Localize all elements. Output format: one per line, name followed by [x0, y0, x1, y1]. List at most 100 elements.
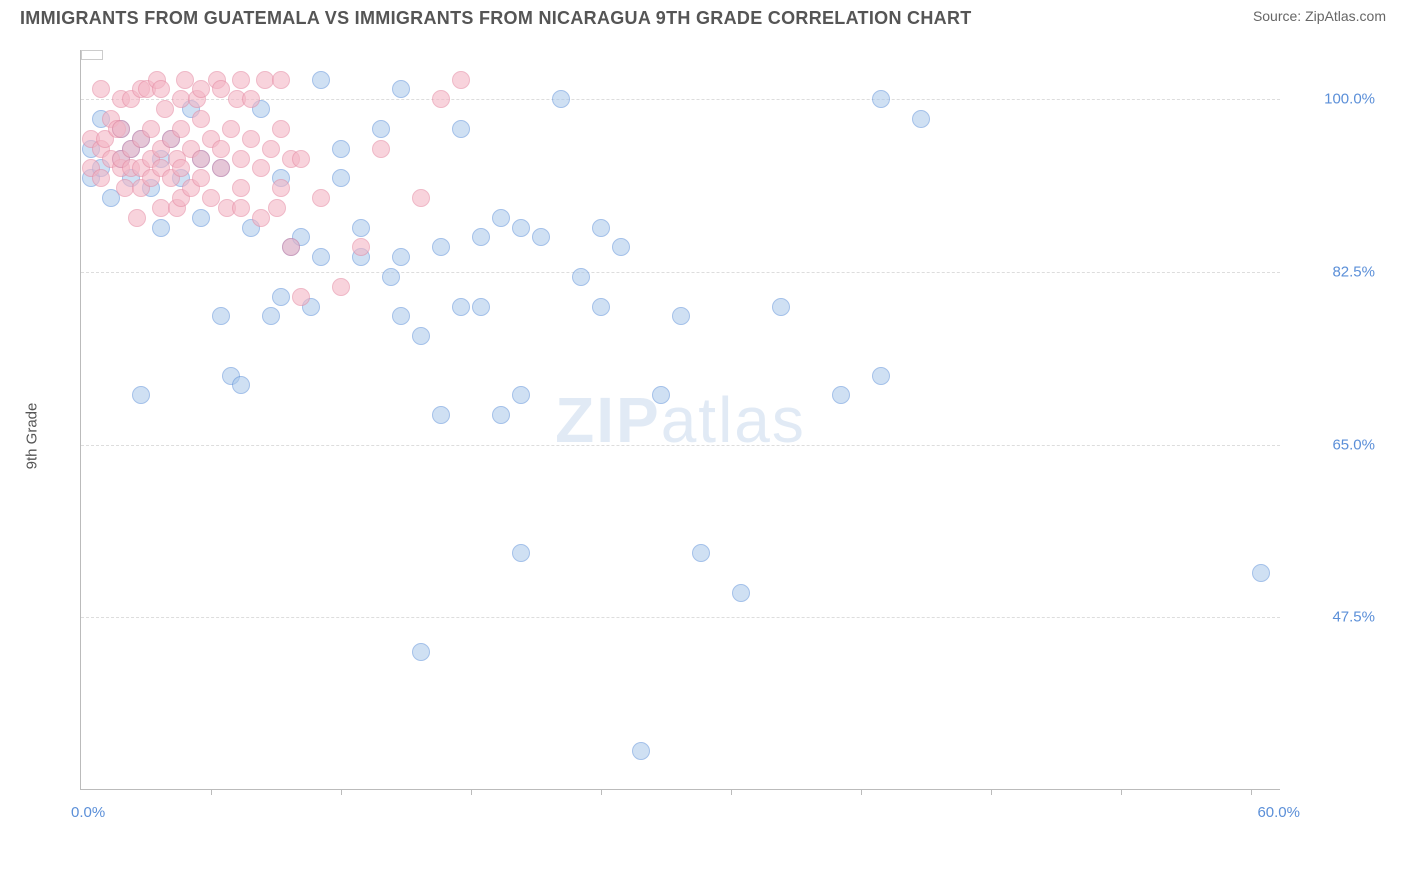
y-tick-label: 65.0% — [1290, 436, 1375, 453]
data-point — [192, 209, 210, 227]
data-point — [292, 150, 310, 168]
y-tick-label: 82.5% — [1290, 264, 1375, 281]
data-point — [242, 90, 260, 108]
data-point — [202, 189, 220, 207]
data-point — [1252, 564, 1270, 582]
source-attribution: Source: ZipAtlas.com — [1253, 8, 1386, 24]
data-point — [352, 219, 370, 237]
y-axis-label: 9th Grade — [24, 403, 41, 470]
data-point — [612, 238, 630, 256]
gridline — [81, 617, 1280, 618]
data-point — [176, 71, 194, 89]
data-point — [192, 169, 210, 187]
gridline — [81, 272, 1280, 273]
data-point — [92, 169, 110, 187]
data-point — [272, 288, 290, 306]
data-point — [172, 159, 190, 177]
data-point — [452, 120, 470, 138]
data-point — [312, 71, 330, 89]
data-point — [692, 544, 710, 562]
data-point — [392, 307, 410, 325]
x-tick — [1251, 789, 1252, 795]
data-point — [262, 140, 280, 158]
data-point — [452, 71, 470, 89]
data-point — [472, 298, 490, 316]
data-point — [222, 120, 240, 138]
data-point — [242, 130, 260, 148]
data-point — [232, 376, 250, 394]
data-point — [512, 386, 530, 404]
data-point — [262, 307, 280, 325]
data-point — [212, 307, 230, 325]
data-point — [492, 209, 510, 227]
data-point — [232, 199, 250, 217]
chart-title: IMMIGRANTS FROM GUATEMALA VS IMMIGRANTS … — [20, 8, 972, 29]
data-point — [112, 120, 130, 138]
data-point — [372, 140, 390, 158]
data-point — [192, 110, 210, 128]
data-point — [912, 110, 930, 128]
data-point — [272, 179, 290, 197]
data-point — [132, 386, 150, 404]
data-point — [252, 209, 270, 227]
data-point — [512, 544, 530, 562]
y-tick-label: 47.5% — [1290, 609, 1375, 626]
data-point — [472, 228, 490, 246]
data-point — [332, 140, 350, 158]
data-point — [592, 298, 610, 316]
data-point — [412, 327, 430, 345]
data-point — [352, 238, 370, 256]
data-point — [632, 742, 650, 760]
x-tick — [991, 789, 992, 795]
x-tick — [211, 789, 212, 795]
data-point — [312, 189, 330, 207]
data-point — [232, 179, 250, 197]
x-max-label: 60.0% — [1257, 804, 1300, 821]
data-point — [332, 278, 350, 296]
data-point — [412, 189, 430, 207]
x-min-label: 0.0% — [71, 804, 105, 821]
data-point — [432, 406, 450, 424]
x-tick — [601, 789, 602, 795]
data-point — [492, 406, 510, 424]
data-point — [652, 386, 670, 404]
x-tick — [731, 789, 732, 795]
x-tick — [471, 789, 472, 795]
x-tick — [861, 789, 862, 795]
data-point — [772, 298, 790, 316]
data-point — [672, 307, 690, 325]
data-point — [192, 150, 210, 168]
data-point — [532, 228, 550, 246]
data-point — [312, 248, 330, 266]
data-point — [252, 159, 270, 177]
data-point — [212, 159, 230, 177]
data-point — [872, 367, 890, 385]
data-point — [156, 100, 174, 118]
data-point — [172, 120, 190, 138]
data-point — [332, 169, 350, 187]
data-point — [272, 120, 290, 138]
stats-legend — [81, 50, 103, 60]
data-point — [268, 199, 286, 217]
data-point — [232, 150, 250, 168]
data-point — [212, 140, 230, 158]
y-tick-label: 100.0% — [1290, 91, 1375, 108]
data-point — [432, 238, 450, 256]
data-point — [552, 90, 570, 108]
data-point — [292, 288, 310, 306]
x-tick — [1121, 789, 1122, 795]
data-point — [372, 120, 390, 138]
data-point — [592, 219, 610, 237]
data-point — [232, 71, 250, 89]
data-point — [392, 248, 410, 266]
data-point — [152, 219, 170, 237]
data-point — [192, 80, 210, 98]
x-tick — [341, 789, 342, 795]
data-point — [832, 386, 850, 404]
data-point — [392, 80, 410, 98]
data-point — [152, 80, 170, 98]
data-point — [92, 80, 110, 98]
data-point — [382, 268, 400, 286]
data-point — [872, 90, 890, 108]
chart-container: 9th Grade ZIPatlas 0.0% 60.0% 100.0%82.5… — [50, 40, 1376, 832]
